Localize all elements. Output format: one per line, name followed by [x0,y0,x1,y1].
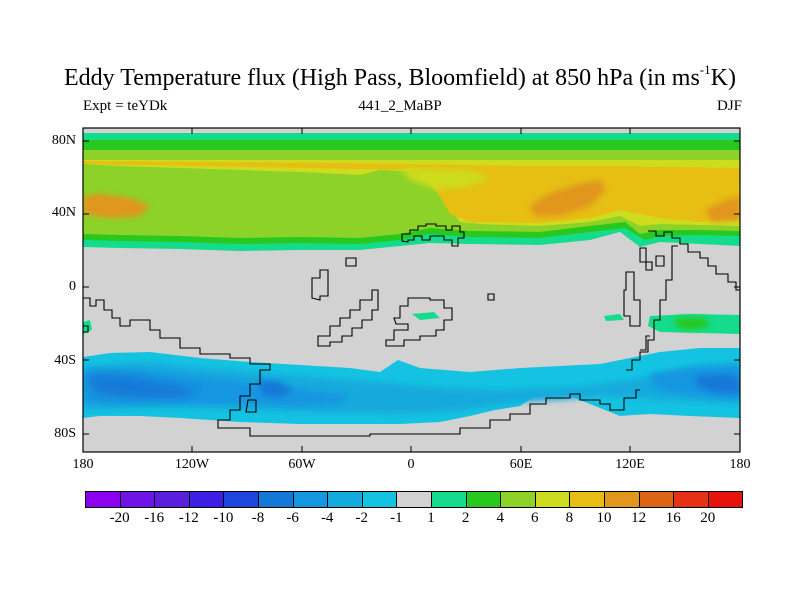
colorbar-label: -20 [109,510,130,526]
north-band-yellow-gap [400,168,490,190]
lat-label-80n: 80N [51,133,76,148]
colorbar-box [638,491,675,508]
small-isle-b [487,293,495,301]
colorbar-box [292,491,329,508]
colorbar-label: 4 [496,510,504,526]
colorbar-box [500,491,536,508]
central-outline [311,269,329,301]
east-coast-outline [626,245,678,371]
colorbar-label: 12 [631,510,647,526]
lon-label-180e: 180 [729,457,751,472]
atlantic-patch [412,312,440,320]
colorbar-box [85,491,121,508]
lat-label-80s: 80S [54,426,76,441]
season-label: DJF [716,98,742,114]
colorbar-box [258,491,294,508]
east-small-outline [655,255,665,267]
north-core-west [83,194,150,218]
title-superscript: -1 [699,62,711,77]
title-tail: K) [710,65,736,91]
lon-label-120w: 120W [174,457,210,472]
colorbar-label: -6 [286,510,299,526]
island-outline [623,271,641,327]
colorbar-label: 16 [665,510,681,526]
south-inlet-outline [245,399,257,413]
colorbar-box [431,491,467,508]
colorbar-label: -16 [144,510,165,526]
east-outline [648,230,740,291]
south-core-west [88,374,200,398]
colorbar-box [188,491,225,508]
colorbar-label: -10 [213,510,234,526]
north-outline [401,223,465,247]
lon-label-60w: 60W [288,457,316,472]
land-outlines [83,223,740,437]
colorbar-label: -2 [355,510,369,526]
experiment-label: Expt = teYDk [83,98,168,114]
east-inner-outline [639,247,653,271]
lat-label-40s: 40S [54,353,76,368]
colorbar-label: -8 [251,510,265,526]
colorbar-box [569,491,605,508]
map-field [83,128,740,452]
colorbar-box [119,491,156,508]
small-isle-a [345,257,357,267]
colorbar-box [604,491,640,508]
ring-outline [385,297,453,347]
colorbar-label: -12 [178,510,199,526]
title-text: Eddy Temperature flux (High Pass, Bloomf… [64,65,700,91]
sub-east-outline [640,335,650,351]
north-core-east [530,180,606,216]
colorbar-box [361,491,398,508]
colorbar-box [673,491,709,508]
colorbar-label: 20 [700,510,716,526]
run-label: 441_2_MaBP [358,98,442,114]
colorbar-box [223,491,259,508]
lat-label-40n: 40N [51,205,76,220]
colorbar-label: 8 [565,510,574,526]
colorbar-box [154,491,190,508]
axis-ticks [82,128,741,452]
lat-label-0: 0 [69,279,76,294]
north-core-far-east [705,196,740,222]
colorbar-box [396,491,432,508]
lon-label-120e: 120E [615,457,645,472]
lon-label-0: 0 [407,457,415,472]
mid-outline [317,289,379,347]
south-core-mid [258,380,292,398]
west-outline [83,297,640,437]
colorbar-label: 1 [427,510,435,526]
colorbar-label: 2 [461,510,470,526]
colorbar-box [327,491,363,508]
indian-ocean-patch-core [675,318,710,330]
south-coast-outline [83,325,89,333]
colorbar-box [534,491,571,508]
page-title: Eddy Temperature flux (High Pass, Bloomf… [0,62,800,92]
lon-label-60e: 60E [509,457,533,472]
colorbar-box [465,491,502,508]
pacific-patch [604,314,624,321]
colorbar-label: 6 [531,510,539,526]
lon-label-180w: 180 [72,457,94,472]
colorbar-box [707,491,744,508]
colorbar-label: -4 [320,510,334,526]
colorbar-label: -1 [390,510,403,526]
colorbar-label: 10 [596,510,612,526]
north-flux-band [83,133,740,251]
south-core-east [695,374,740,394]
